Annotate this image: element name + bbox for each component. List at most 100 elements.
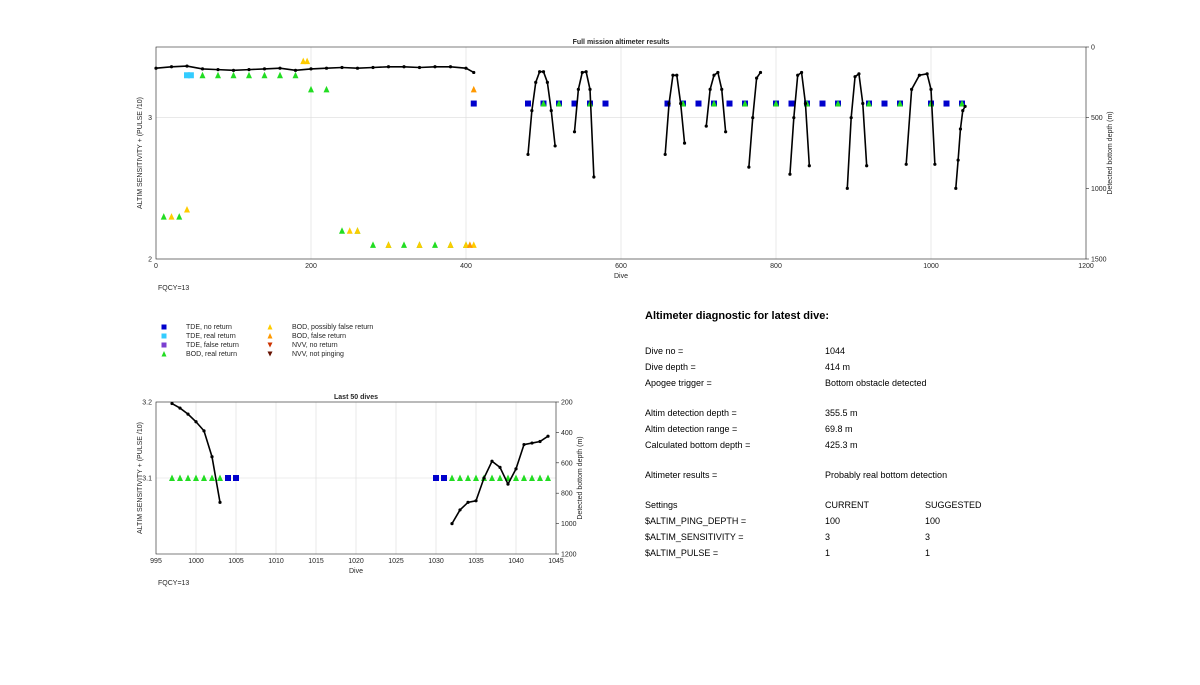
status-marker — [489, 474, 495, 481]
results-label: Altimeter results = — [645, 470, 718, 480]
bottom-depth-point — [464, 66, 468, 70]
legend-label: BOD, false return — [292, 333, 346, 340]
x-tick-label: 1005 — [228, 558, 244, 565]
bottom-depth-point — [466, 500, 470, 504]
bottom-depth-point — [170, 401, 174, 406]
legend-marker — [161, 324, 167, 330]
y-right-tick-label: 200 — [561, 400, 573, 407]
status-marker — [261, 71, 268, 79]
fqcy-annotation: FQCY=13 — [158, 285, 189, 292]
bottom-depth-point — [580, 70, 584, 75]
status-marker — [470, 85, 477, 93]
status-marker — [447, 241, 454, 248]
bottom-depth-point — [788, 172, 792, 176]
bottom-depth-point — [807, 164, 811, 168]
bottom-depth-point — [541, 70, 546, 74]
x-tick-label: 1010 — [268, 558, 284, 565]
legend-label: TDE, real return — [186, 333, 236, 340]
bottom-depth-point — [796, 73, 800, 77]
legend-marker — [267, 351, 273, 357]
x-tick-label: 1045 — [548, 558, 564, 565]
bottom-depth-point — [154, 66, 158, 70]
bottom-depth-line — [748, 71, 762, 168]
bottom-depth-point — [929, 87, 933, 91]
dive-depth-value: 414 m — [825, 362, 851, 372]
bottom-depth-point — [758, 70, 763, 75]
x-axis-label: Dive — [614, 273, 628, 280]
detect-range-row: Altim detection range = 69.8 m — [645, 424, 1165, 440]
bottom-depth-point — [675, 73, 679, 77]
status-marker — [773, 100, 779, 107]
bottom-depth-point — [545, 80, 549, 84]
fqcy-annotation: FQCY=13 — [158, 580, 189, 587]
bottom-depth-line — [955, 105, 966, 189]
bottom-depth-point — [682, 141, 687, 145]
bottom-depth-line — [905, 72, 936, 165]
bottom-depth-point — [402, 65, 406, 69]
x-tick-label: 400 — [460, 263, 472, 270]
bottom-depth-point — [417, 65, 422, 70]
bottom-depth-point — [572, 130, 577, 134]
y-right-tick-label: 1500 — [1091, 257, 1107, 264]
bottom-depth-point — [200, 67, 205, 71]
status-marker — [225, 475, 231, 481]
last-50-dives-chart: 995 1000 1005 1010 1015 1020 1025 1030 1035 1040 1… — [137, 394, 584, 587]
bottom-depth-line — [664, 74, 686, 155]
y-right-tick-label: 600 — [561, 460, 573, 467]
bottom-depth-point — [448, 65, 453, 69]
bottom-depth-point — [917, 73, 921, 77]
detect-range-value: 69.8 m — [825, 424, 853, 434]
status-marker — [176, 213, 183, 220]
status-marker — [545, 474, 551, 481]
bottom-depth-point — [210, 455, 214, 459]
status-marker — [513, 474, 519, 481]
bottom-depth-line — [705, 71, 727, 132]
status-marker — [346, 227, 353, 234]
ping-label: $ALTIM_PING_DEPTH = — [645, 516, 747, 526]
y-right-axis-label: Detected bottom depth (m) — [1107, 111, 1114, 194]
settings-header-row: Settings CURRENT SUGGESTED — [645, 500, 1165, 516]
bottom-depth-point — [961, 109, 965, 113]
dive-depth-row: Dive depth = 414 m — [645, 362, 1165, 378]
status-marker — [370, 241, 376, 248]
status-marker — [187, 72, 194, 79]
x-tick-label: 200 — [305, 263, 317, 270]
x-tick-label: 1040 — [508, 558, 524, 565]
status-marker — [470, 241, 477, 248]
status-marker — [432, 241, 438, 248]
status-marker — [168, 213, 175, 220]
status-marker — [881, 100, 888, 107]
bottom-depth-point — [724, 130, 728, 134]
bottom-depth-point — [853, 75, 857, 79]
bottom-depth-point — [576, 87, 580, 91]
bottom-depth-point — [857, 72, 861, 76]
legend-label: BOD, possibly false return — [292, 324, 373, 331]
calc-depth-label: Calculated bottom depth = — [645, 440, 751, 450]
bottom-depth-point — [522, 442, 526, 447]
bottom-depth-point — [371, 65, 375, 70]
status-marker — [217, 474, 223, 481]
status-marker — [246, 71, 252, 79]
status-marker — [556, 100, 562, 107]
status-marker — [571, 100, 578, 107]
status-marker — [537, 474, 543, 481]
status-marker — [233, 475, 239, 481]
bottom-depth-point — [910, 87, 914, 91]
bottom-depth-point — [218, 500, 222, 504]
bottom-depth-point — [324, 66, 329, 70]
chart-title: Last 50 dives — [334, 394, 378, 401]
status-marker — [199, 71, 206, 79]
bottom-depth-point — [185, 64, 189, 68]
bottom-depth-point — [247, 68, 251, 72]
bottom-depth-point — [751, 116, 755, 120]
current-label: CURRENT — [825, 500, 869, 510]
bottom-depth-point — [963, 104, 967, 108]
y-right-tick-label: 400 — [561, 430, 573, 437]
ping-current: 100 — [825, 516, 841, 526]
bottom-depth-point — [925, 72, 929, 76]
dive-depth-label: Dive depth = — [645, 362, 696, 372]
status-marker — [308, 85, 314, 93]
results-value: Probably real bottom detection — [825, 470, 948, 480]
bottom-depth-point — [592, 175, 596, 179]
pulse-label: $ALTIM_PULSE = — [645, 548, 719, 558]
